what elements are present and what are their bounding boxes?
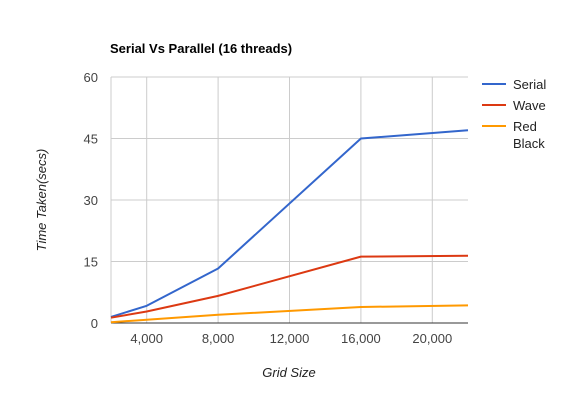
y-tick-label: 60 bbox=[84, 70, 98, 85]
x-axis-tick-labels: 4,000 8,000 12,000 16,000 20,000 bbox=[130, 331, 452, 346]
legend-label: Serial bbox=[513, 77, 546, 92]
series-line-wave bbox=[110, 254, 469, 319]
gridlines bbox=[110, 76, 468, 324]
chart-title: Serial Vs Parallel (16 threads) bbox=[110, 41, 292, 56]
x-tick-label: 8,000 bbox=[202, 331, 235, 346]
legend: Serial Wave Red Black bbox=[482, 77, 546, 151]
y-axis-title: Time Taken(secs) bbox=[34, 149, 49, 252]
series-line-red-black bbox=[110, 304, 469, 324]
x-axis-title: Grid Size bbox=[262, 365, 315, 380]
y-axis-tick-labels: 0 15 30 45 60 bbox=[84, 70, 98, 331]
y-tick-label: 30 bbox=[84, 193, 98, 208]
legend-label: Wave bbox=[513, 98, 546, 113]
legend-label: Black bbox=[513, 136, 545, 151]
x-tick-label: 4,000 bbox=[130, 331, 163, 346]
legend-label: Red bbox=[513, 119, 537, 134]
series-lines bbox=[110, 129, 469, 324]
y-tick-label: 45 bbox=[84, 132, 98, 147]
y-tick-label: 0 bbox=[91, 316, 98, 331]
x-tick-label: 16,000 bbox=[341, 331, 381, 346]
series-line-serial bbox=[110, 129, 469, 318]
y-tick-label: 15 bbox=[84, 255, 98, 270]
x-tick-label: 12,000 bbox=[270, 331, 310, 346]
x-tick-label: 20,000 bbox=[412, 331, 452, 346]
